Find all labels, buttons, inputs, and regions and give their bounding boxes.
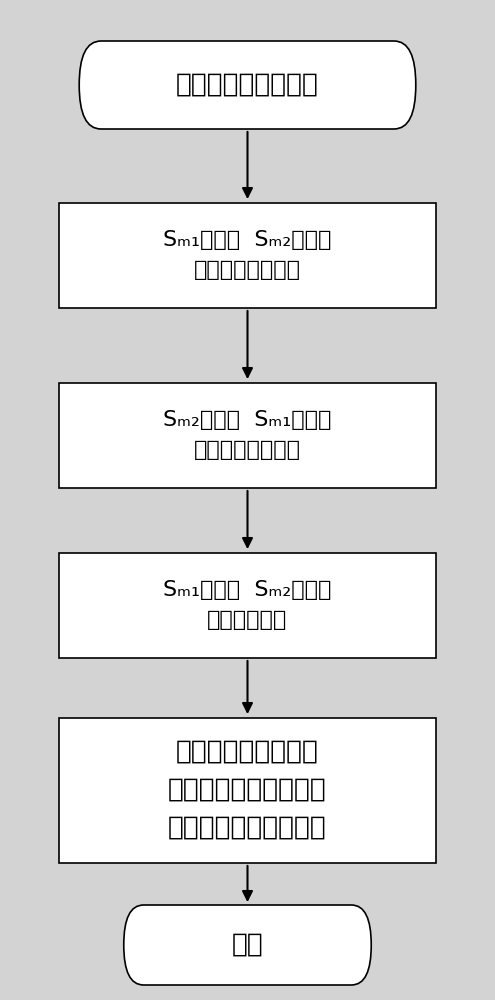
Text: Sₘ₁打开，  Sₘ₂打开，
获取相干信号: Sₘ₁打开， Sₘ₂打开， 获取相干信号 [163, 580, 332, 630]
FancyBboxPatch shape [59, 552, 436, 658]
FancyBboxPatch shape [59, 202, 436, 308]
Text: 非线性误差修正模块
对非线性误差进行修正
获取被测目标线位移量: 非线性误差修正模块 对非线性误差进行修正 获取被测目标线位移量 [168, 739, 327, 841]
FancyBboxPatch shape [59, 718, 436, 862]
FancyBboxPatch shape [79, 41, 416, 129]
Text: Sₘ₁关闭，  Sₘ₂打开，
获取参考光强度值: Sₘ₁关闭， Sₘ₂打开， 获取参考光强度值 [163, 230, 332, 280]
FancyBboxPatch shape [59, 383, 436, 488]
FancyBboxPatch shape [124, 905, 371, 985]
Text: 单频激光干涉仪开启: 单频激光干涉仪开启 [176, 72, 319, 98]
Text: Sₘ₂关闭，  Sₘ₁打开，
获取测量光强度值: Sₘ₂关闭， Sₘ₁打开， 获取测量光强度值 [163, 410, 332, 460]
Text: 结束: 结束 [232, 932, 263, 958]
